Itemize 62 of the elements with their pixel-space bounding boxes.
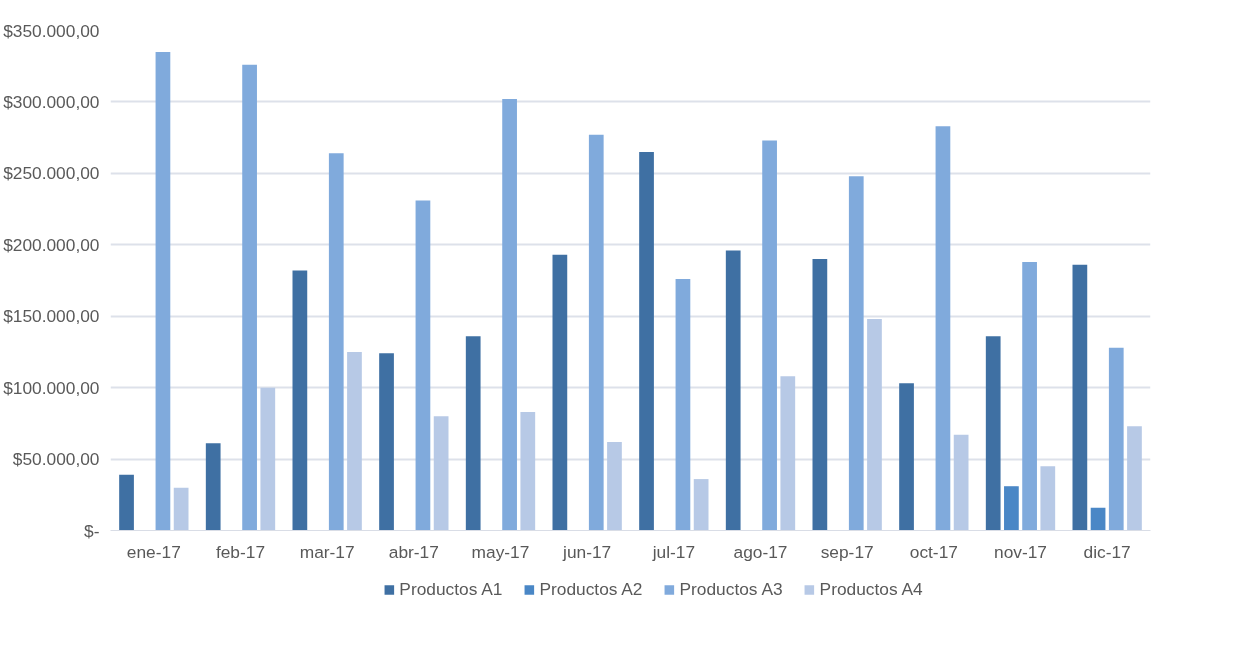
bar (379, 353, 394, 531)
bar (675, 279, 691, 531)
bar (639, 151, 654, 531)
x-tick-label: nov-17 (994, 541, 1047, 562)
legend-label: Productos A3 (679, 578, 783, 600)
x-tick-label: may-17 (471, 541, 530, 562)
bar (1090, 507, 1106, 531)
x-tick-label: oct-17 (909, 541, 958, 562)
bar (588, 134, 604, 531)
bar (867, 319, 882, 531)
bar (119, 474, 134, 531)
bar (1108, 347, 1124, 531)
x-tick-label: ago-17 (733, 541, 788, 562)
legend-label: Productos A2 (539, 578, 643, 600)
bar (328, 153, 344, 531)
bar (762, 140, 777, 531)
bar (173, 487, 189, 531)
bar (848, 176, 864, 531)
x-tick-label: jun-17 (562, 541, 612, 562)
y-tick-label: $50.000,00 (12, 449, 100, 470)
bar (1072, 264, 1088, 531)
bar (520, 411, 536, 531)
legend-label: Productos A1 (399, 578, 503, 600)
bar (693, 479, 709, 531)
x-tick-label: abr-17 (388, 541, 439, 562)
y-tick-label: $200.000,00 (3, 234, 100, 255)
bar (433, 416, 449, 531)
bar (780, 376, 796, 531)
bar (1040, 466, 1056, 531)
y-tick-label: $300.000,00 (3, 91, 100, 112)
legend-label: Productos A4 (819, 578, 923, 600)
bar (242, 64, 257, 531)
y-tick-label: $100.000,00 (3, 377, 100, 398)
bar (953, 434, 969, 531)
bar (985, 336, 1001, 531)
bar (1022, 261, 1037, 531)
x-tick-label: ene-17 (126, 541, 181, 562)
bar (1004, 486, 1019, 531)
bar (292, 270, 308, 531)
bar (725, 250, 741, 531)
y-tick-label: $350.000,00 (3, 20, 100, 41)
x-tick-label: mar-17 (299, 541, 355, 562)
bar (899, 383, 914, 531)
bar (347, 351, 362, 531)
y-tick-label: $150.000,00 (3, 306, 100, 327)
y-tick-label: $250.000,00 (3, 163, 100, 184)
bar (552, 254, 568, 531)
bar (415, 200, 431, 531)
x-tick-label: dic-17 (1083, 541, 1131, 562)
x-tick-label: feb-17 (215, 541, 266, 562)
bar (607, 441, 622, 531)
bar (205, 443, 221, 531)
y-tick-label: $- (84, 520, 100, 541)
x-tick-label: sep-17 (820, 541, 874, 562)
bar (502, 99, 517, 531)
bar (155, 51, 171, 531)
bar (260, 387, 276, 531)
bar (812, 259, 828, 531)
x-tick-label: jul-17 (651, 541, 696, 562)
bar (935, 126, 951, 531)
bar (465, 336, 481, 531)
bar (1127, 426, 1142, 531)
